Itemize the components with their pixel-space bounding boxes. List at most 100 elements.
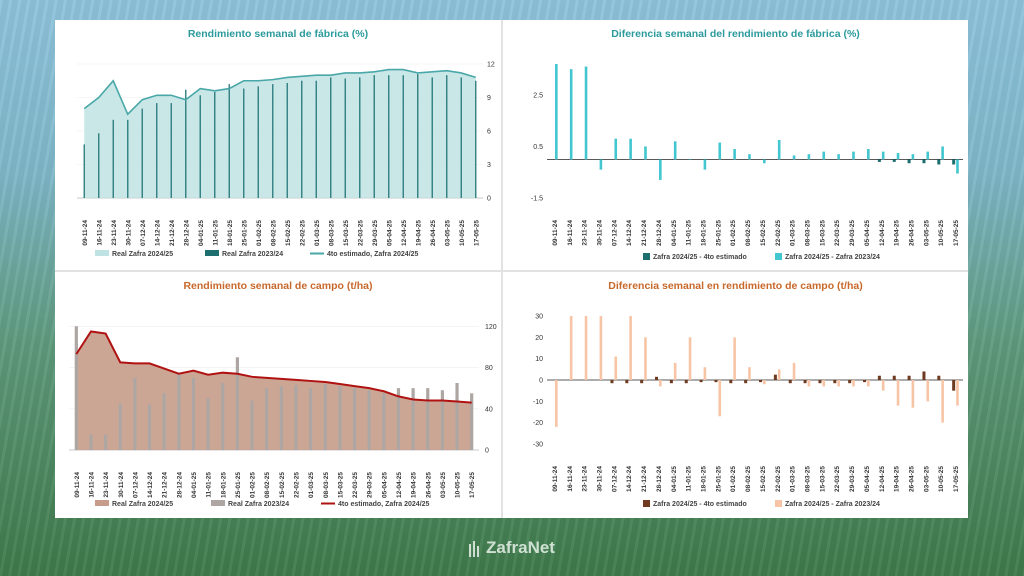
bar-08-02-25	[265, 388, 269, 450]
bar-08-03-25	[330, 77, 332, 198]
bar-diff-2324-22-03-25	[837, 154, 840, 160]
x-tick-label: 18-01-25	[227, 220, 234, 246]
y-tick-label: 3	[487, 162, 491, 169]
x-tick-label: 03-05-25	[923, 220, 930, 246]
x-tick-label: 11-01-25	[686, 466, 693, 492]
legend-swatch	[643, 500, 650, 507]
area-real-zafra-2024-25	[84, 69, 476, 198]
x-tick-label: 08-02-25	[270, 220, 277, 246]
x-tick-label: 30-11-24	[118, 472, 125, 498]
legend-label: 4to estimado, Zafra 2024/25	[338, 501, 430, 508]
x-tick-label: 01-03-25	[790, 466, 797, 492]
bar-diff-estimado-15-03-25	[818, 380, 822, 384]
x-tick-label: 05-04-25	[381, 472, 388, 498]
x-tick-label: 15-02-25	[760, 466, 767, 492]
bar-15-03-25	[338, 386, 342, 450]
bar-diff-2324-15-03-25	[822, 151, 826, 160]
x-tick-label: 29-03-25	[372, 220, 379, 246]
panel-factory-yield: Rendimiento semanal de fábrica (%) 0 3 6 9 1…	[55, 20, 501, 270]
x-tick-label: 16-11-24	[567, 220, 574, 246]
bar-diff-2324-01-02-25	[733, 149, 736, 160]
x-tick-label: 15-02-25	[760, 220, 767, 246]
x-tick-label: 19-04-25	[411, 472, 418, 498]
x-tick-label: 22-03-25	[357, 220, 364, 246]
bar-01-03-25	[315, 80, 317, 198]
bar-25-01-25	[243, 88, 245, 198]
bar-26-04-25	[426, 388, 430, 450]
x-tick-label: 26-04-25	[430, 220, 437, 246]
bar-diff-estimado-01-03-25	[788, 380, 792, 384]
bar-19-04-25	[417, 74, 419, 198]
x-tick-label: 01-02-25	[250, 472, 257, 498]
bar-diff-2324-01-02-25	[733, 337, 736, 380]
bar-diff-2324-18-01-25	[703, 159, 707, 170]
x-tick-label: 17-05-25	[953, 466, 960, 492]
legend-label: Zafra 2024/25 - 4to estimado	[653, 501, 747, 508]
legend-label: Zafra 2024/25 - Zafra 2023/24	[785, 254, 880, 261]
x-tick-label: 21-12-24	[641, 466, 648, 492]
bar-21-12-24	[162, 393, 166, 450]
bar-08-02-25	[272, 84, 274, 198]
bar-diff-2324-04-01-25	[673, 362, 677, 380]
bar-diff-2324-07-12-24	[614, 138, 618, 160]
x-tick-label: 23-11-24	[582, 466, 589, 492]
y-tick-label: 12	[487, 62, 495, 69]
x-tick-label: 04-01-25	[198, 220, 205, 246]
legend-swatch	[643, 253, 650, 260]
bar-diff-estimado-19-04-25	[892, 159, 896, 162]
x-tick-label: 09-11-24	[552, 220, 559, 246]
bar-diff-2324-11-01-25	[688, 337, 692, 380]
x-tick-label: 07-12-24	[611, 220, 618, 246]
bar-23-11-24	[104, 434, 108, 450]
bar-diff-estimado-26-04-25	[907, 375, 911, 380]
x-tick-label: 22-02-25	[775, 220, 782, 246]
bar-22-03-25	[352, 388, 357, 450]
x-tick-label: 21-12-24	[162, 472, 169, 498]
x-tick-label: 15-03-25	[337, 472, 344, 498]
x-tick-label: 07-12-24	[132, 472, 139, 498]
x-tick-label: 23-11-24	[103, 472, 110, 498]
bar-11-01-25	[206, 398, 210, 450]
x-tick-label: 17-05-25	[469, 472, 476, 498]
bar-23-11-24	[112, 119, 114, 198]
x-tick-label: 25-01-25	[235, 472, 242, 498]
x-tick-label: 09-11-24	[74, 472, 81, 498]
line-4to-estimado	[75, 330, 472, 404]
bar-diff-2324-08-02-25	[748, 154, 751, 160]
x-tick-label: 14-12-24	[154, 220, 161, 246]
y-tick-label: 2.5	[533, 92, 543, 99]
legend-label: Real Zafra 2023/24	[228, 501, 289, 508]
x-tick-label: 29-03-25	[367, 472, 374, 498]
bar-diff-2324-08-03-25	[807, 154, 811, 160]
bar-diff-2324-10-05-25	[941, 146, 944, 160]
bar-diff-2324-03-05-25	[926, 151, 930, 160]
bar-diff-2324-30-11-24	[599, 159, 603, 170]
legend-swatch	[205, 250, 219, 256]
bar-05-04-25	[382, 393, 386, 450]
bar-diff-estimado-03-05-25	[922, 159, 926, 164]
bar-07-12-24	[141, 108, 143, 198]
chart-title: Rendimiento semanal de fábrica (%)	[187, 28, 369, 40]
x-tick-label: 15-03-25	[819, 220, 826, 246]
x-tick-label: 05-04-25	[864, 466, 871, 492]
bar-diff-estimado-22-03-25	[833, 380, 837, 384]
bar-16-11-24	[89, 434, 93, 450]
y-tick-label: -20	[533, 420, 543, 427]
x-tick-label: 09-11-24	[82, 220, 89, 246]
x-tick-label: 08-02-25	[745, 220, 752, 246]
x-tick-label: 22-03-25	[834, 466, 841, 492]
bar-diff-estimado-01-02-25	[729, 380, 733, 384]
bar-diff-estimado-14-12-24	[625, 380, 629, 384]
x-tick-label: 01-03-25	[314, 220, 321, 246]
x-tick-label: 16-11-24	[567, 466, 574, 492]
bar-diff-2324-25-01-25	[718, 142, 722, 160]
bar-07-12-24	[133, 377, 137, 450]
bar-diff-2324-14-12-24	[629, 138, 632, 160]
x-tick-label: 18-01-25	[701, 220, 708, 246]
bar-09-11-24	[74, 326, 78, 450]
y-tick-label: -30	[533, 442, 543, 449]
chart-title: Rendimiento semanal de campo (t/ha)	[183, 280, 373, 292]
x-tick-label: 21-12-24	[169, 220, 176, 246]
bar-diff-estimado-08-02-25	[744, 380, 748, 384]
bar-diff-2324-12-04-25	[881, 151, 885, 160]
